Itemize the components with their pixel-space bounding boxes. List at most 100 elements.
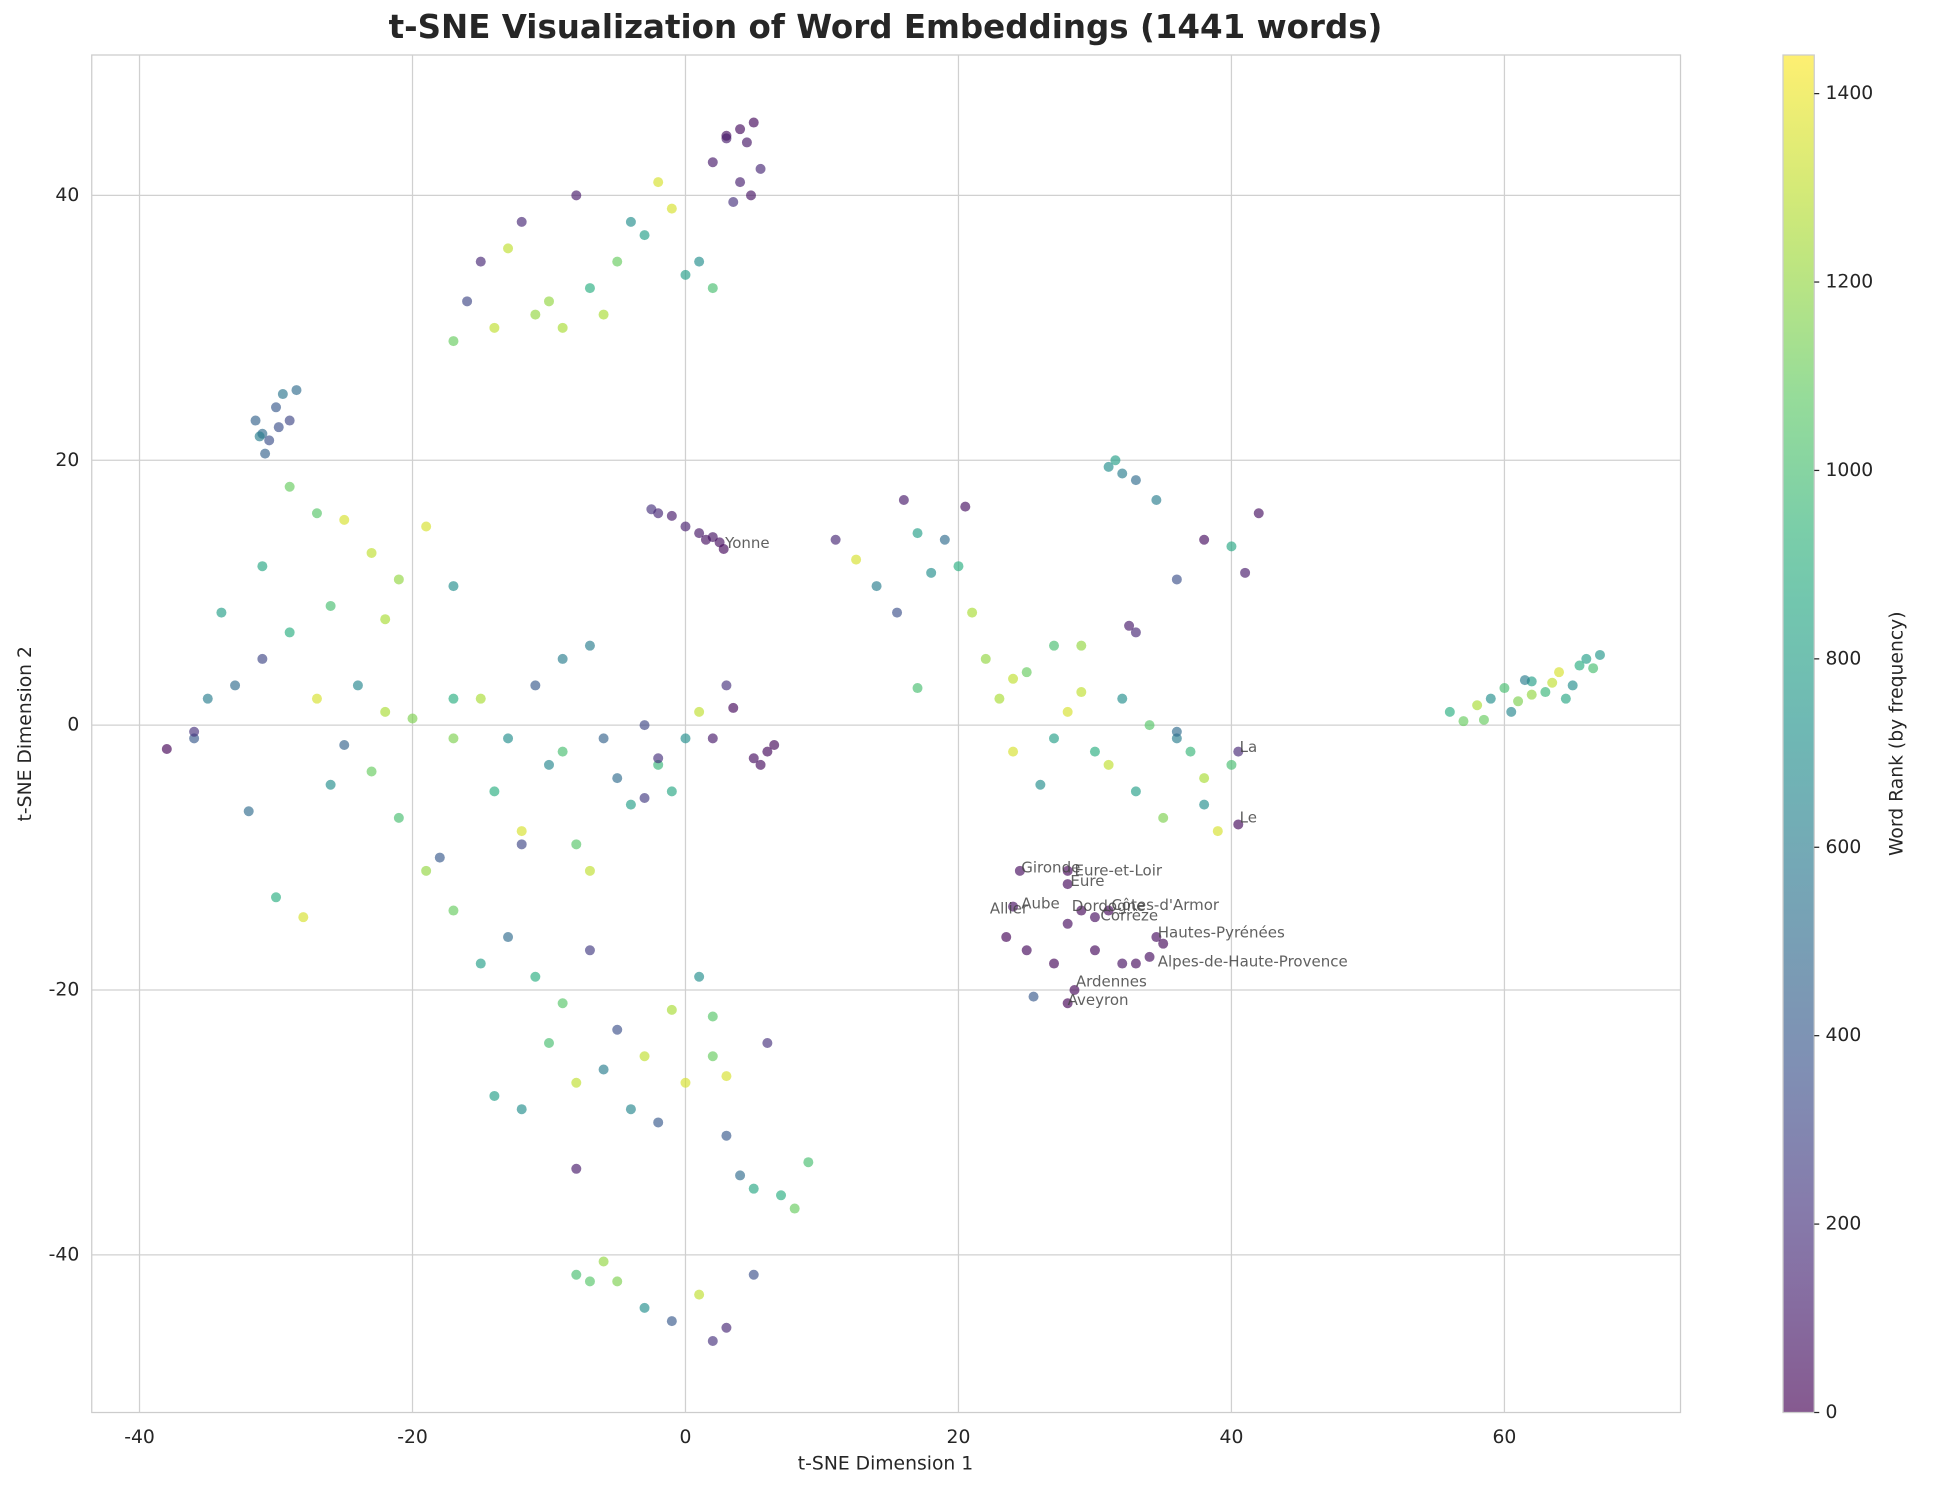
data-point [926,567,937,578]
data-point [161,743,172,754]
plot-frame [91,54,1682,1414]
data-point [1567,680,1578,691]
annotation: Gironde [1021,859,1080,877]
annotation: Allier [990,900,1029,918]
data-point [530,309,541,320]
y-tick-label: -20 [49,980,80,1001]
data-point [694,1289,705,1300]
data-point [1151,932,1162,943]
data-point [1008,673,1019,684]
data-point [1233,746,1244,757]
data-point [625,799,636,810]
data-point [694,256,705,267]
data-point [571,1163,582,1174]
annotation: Dordogne [1072,897,1146,915]
data-point [1444,706,1455,717]
data-point [380,614,391,625]
data-point [1547,677,1558,688]
data-point [707,733,718,744]
data-point [298,912,309,923]
annotation: La [1240,738,1258,756]
data-point [1199,534,1210,545]
annotation: Hautes-Pyrénées [1158,924,1285,942]
data-point [1049,733,1060,744]
data-point [762,746,773,757]
data-point [830,534,841,545]
data-point [1021,667,1032,678]
data-point [284,415,295,426]
data-point [1171,574,1182,585]
data-point [1478,714,1489,725]
colorbar-gradient [1782,54,1815,1414]
annotation: Aveyron [1068,991,1129,1009]
data-point [666,203,677,214]
data-point [707,157,718,168]
grid [91,54,1682,1414]
data-point [1526,689,1537,700]
data-point [967,607,978,618]
data-point [721,680,732,691]
data-point [311,693,322,704]
ticks: -40 -20 0 20 40 60 -40 -20 0 20 40 [49,185,1517,1448]
data-point [260,448,271,459]
data-point [718,543,729,554]
data-point [366,766,377,777]
data-point [543,296,554,307]
data-point [250,415,261,426]
data-point [789,1203,800,1214]
data-point [912,528,923,539]
data-point [271,892,282,903]
data-point [748,1269,759,1280]
data-point [1049,958,1060,969]
data-point [1540,687,1551,698]
data-point [748,1183,759,1194]
data-point [1124,620,1135,631]
data-point [776,1190,787,1201]
data-point [277,389,288,400]
data-point [598,309,609,320]
data-point [584,283,595,294]
x-axis-label: t-SNE Dimension 1 [798,1453,973,1474]
data-point [1076,687,1087,698]
data-point [1089,746,1100,757]
data-point [639,720,650,731]
data-point [721,133,732,144]
data-point [1103,905,1114,916]
data-point [284,481,295,492]
colorbar-tick-label: 0 [1826,1402,1838,1423]
data-point [1130,958,1141,969]
data-point [448,905,459,916]
data-point [653,177,664,188]
data-point [612,773,623,784]
data-point [530,680,541,691]
colorbar-tick-label: 1200 [1826,272,1874,293]
data-point [1076,905,1087,916]
data-point [1226,541,1237,552]
data-point [230,680,241,691]
data-point [625,216,636,227]
data-point [666,510,677,521]
data-point [1151,494,1162,505]
data-point [639,230,650,241]
data-point [421,865,432,876]
data-point [598,1064,609,1075]
data-point [1513,696,1524,707]
data-point [1130,475,1141,486]
data-point [448,336,459,347]
x-tick-label: 20 [947,1427,971,1448]
data-point [557,653,568,664]
data-point [755,163,766,174]
data-point [1171,726,1182,737]
data-point [1008,746,1019,757]
data-point [694,971,705,982]
data-point [612,1276,623,1287]
y-tick-label: 20 [55,450,79,471]
data-point [1519,675,1530,686]
data-point [339,740,350,751]
data-point [393,574,404,585]
data-point [530,971,541,982]
data-point [571,1077,582,1088]
annotation: Alpes-de-Haute-Provence [1158,953,1348,971]
data-point [407,713,418,724]
data-point [1253,508,1264,519]
